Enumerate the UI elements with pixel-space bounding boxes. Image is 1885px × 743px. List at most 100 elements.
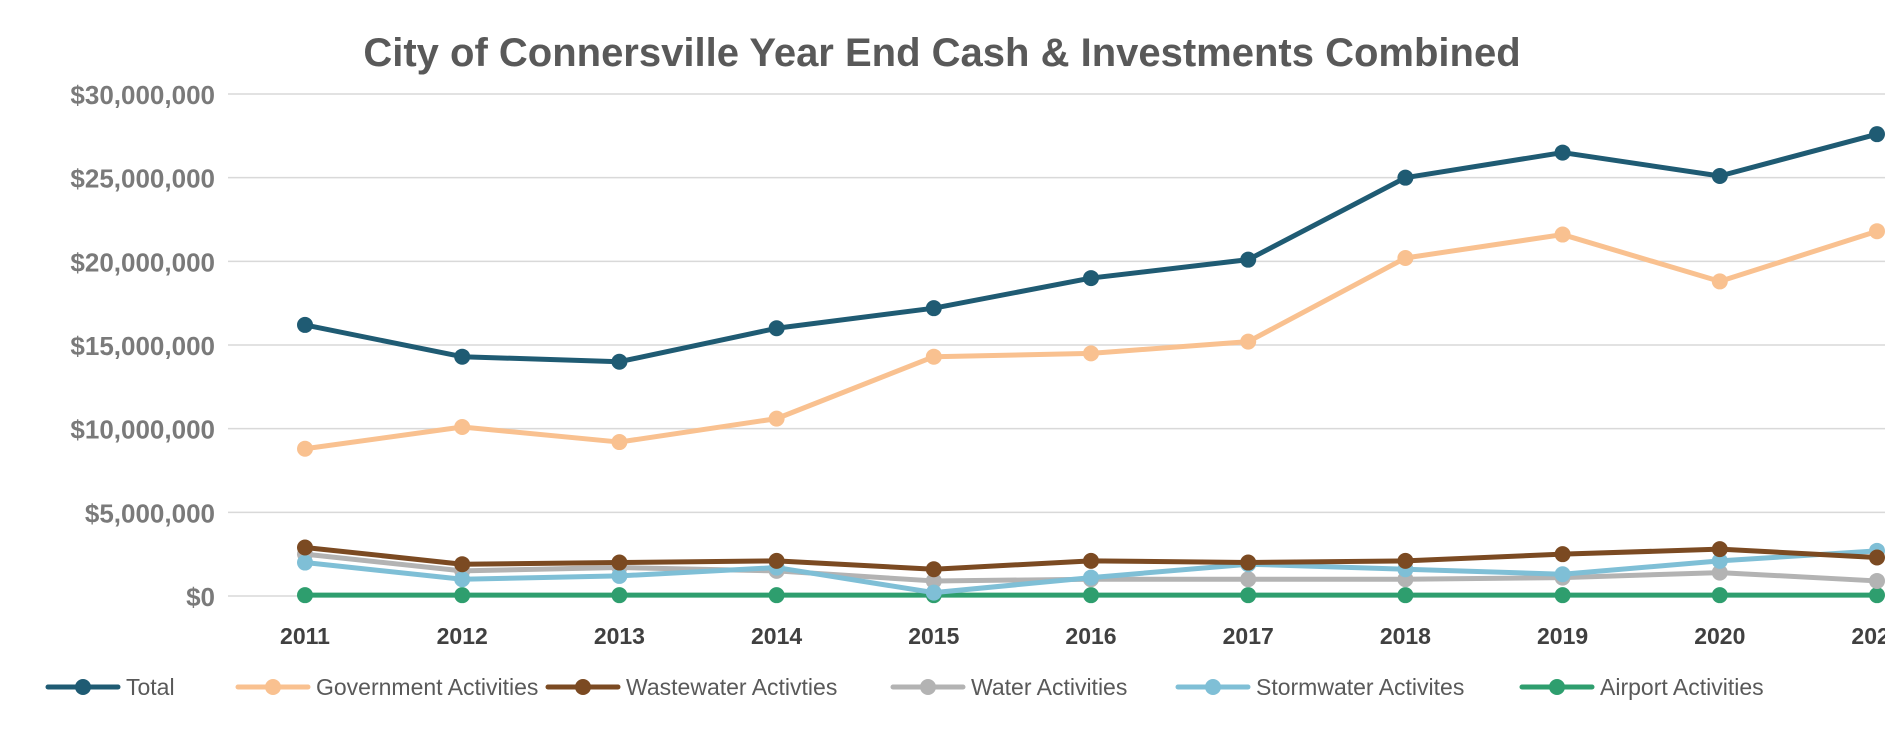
x-tick-label: 2011 <box>280 623 330 649</box>
y-tick-label: $15,000,000 <box>70 331 215 361</box>
data-point <box>1554 566 1571 583</box>
data-point <box>297 587 313 604</box>
data-point <box>1397 249 1414 266</box>
data-point <box>297 440 313 457</box>
gridlines <box>228 93 1885 597</box>
legend-swatch-marker <box>920 679 936 695</box>
data-point <box>611 567 628 584</box>
x-tick-label: 2012 <box>437 623 488 649</box>
data-point <box>1240 571 1257 588</box>
legend-label: Government Activities <box>316 674 538 700</box>
legend-item: Water Activities <box>890 674 1127 700</box>
data-point <box>454 556 471 573</box>
legend-item: Stormwater Activites <box>1175 674 1464 700</box>
chart-title: City of Connersville Year End Cash & Inv… <box>363 31 1520 75</box>
data-point <box>1711 552 1728 569</box>
series-total <box>297 126 1885 370</box>
data-point <box>1711 541 1728 558</box>
series-airport-activities <box>297 587 1885 604</box>
y-tick-label: $10,000,000 <box>70 415 215 445</box>
data-point <box>925 348 942 365</box>
data-point <box>1083 587 1099 604</box>
series-line <box>302 228 1880 452</box>
legend-item: Airport Activities <box>1519 674 1764 700</box>
y-tick-label: $30,000,000 <box>70 80 215 110</box>
data-point <box>1240 251 1257 268</box>
data-point <box>454 418 471 435</box>
legend-swatch-marker <box>1205 679 1221 695</box>
legend-label: Airport Activities <box>1600 674 1764 700</box>
data-point <box>1083 552 1099 569</box>
data-point <box>1397 587 1414 604</box>
data-point <box>454 571 471 588</box>
data-point <box>1869 549 1885 566</box>
data-point <box>1397 169 1414 186</box>
y-axis-ticks: $0 $5,000,000 $10,000,000 $15,000,000 $20,00… <box>70 80 215 612</box>
legend-swatch-marker <box>575 679 591 695</box>
data-point <box>611 587 628 604</box>
x-tick-label: 2016 <box>1065 623 1116 649</box>
data-point <box>611 434 628 451</box>
legend-swatch-marker <box>1549 679 1565 695</box>
x-tick-label: 2021 <box>1851 623 1885 649</box>
data-point <box>1240 333 1257 350</box>
data-point <box>1869 572 1885 589</box>
data-point <box>1083 569 1099 586</box>
y-tick-label: $25,000,000 <box>70 164 215 194</box>
x-tick-label: 2017 <box>1223 623 1274 649</box>
data-point <box>1240 587 1257 604</box>
legend-item: Government Activities <box>235 674 538 700</box>
data-point <box>297 554 313 571</box>
y-tick-label: $20,000,000 <box>70 247 215 277</box>
legend: Total Government Activities Wastewater Act… <box>45 674 1764 700</box>
data-point <box>1554 587 1571 604</box>
legend-label: Stormwater Activites <box>1256 674 1464 700</box>
data-point <box>297 316 313 333</box>
data-point <box>1083 270 1099 287</box>
legend-label: Water Activities <box>971 674 1127 700</box>
data-point <box>1083 345 1099 362</box>
legend-item: Wastewater Activties <box>545 674 837 700</box>
legend-label: Total <box>126 674 175 700</box>
data-point <box>1240 554 1257 571</box>
data-point <box>1554 226 1571 243</box>
data-point <box>768 320 785 337</box>
data-point <box>925 300 942 317</box>
data-point <box>1397 552 1414 569</box>
data-point <box>768 410 785 427</box>
data-point <box>1711 564 1728 581</box>
series-line <box>302 131 1880 365</box>
y-tick-label: $0 <box>186 582 215 612</box>
data-point <box>611 353 628 370</box>
series-government-activities <box>297 223 1885 457</box>
x-axis-ticks: 2011 2012 2013 2014 2015 2016 2017 2018 2019 2020… <box>280 623 1885 649</box>
data-point <box>454 587 471 604</box>
data-point <box>1711 167 1728 184</box>
x-tick-label: 2020 <box>1694 623 1745 649</box>
data-point <box>1711 587 1728 604</box>
x-tick-label: 2015 <box>908 623 959 649</box>
data-point <box>768 552 785 569</box>
data-point <box>925 584 942 601</box>
x-tick-label: 2019 <box>1537 623 1588 649</box>
data-point <box>925 561 942 578</box>
data-point <box>1869 587 1885 604</box>
series-wastewater-activties <box>297 539 1885 578</box>
data-point <box>1711 273 1728 290</box>
x-tick-label: 2018 <box>1380 623 1431 649</box>
legend-swatch-marker <box>265 679 281 695</box>
data-point <box>925 572 942 589</box>
series-lines <box>297 126 1885 604</box>
data-point <box>454 348 471 365</box>
data-point <box>1869 223 1885 240</box>
legend-label: Wastewater Activties <box>626 674 837 700</box>
data-point <box>611 554 628 571</box>
legend-item: Total <box>45 674 175 700</box>
data-point <box>1554 546 1571 563</box>
x-tick-label: 2013 <box>594 623 645 649</box>
y-tick-label: $5,000,000 <box>85 498 215 528</box>
data-point <box>1554 144 1571 161</box>
data-point <box>768 587 785 604</box>
data-point <box>297 539 313 556</box>
